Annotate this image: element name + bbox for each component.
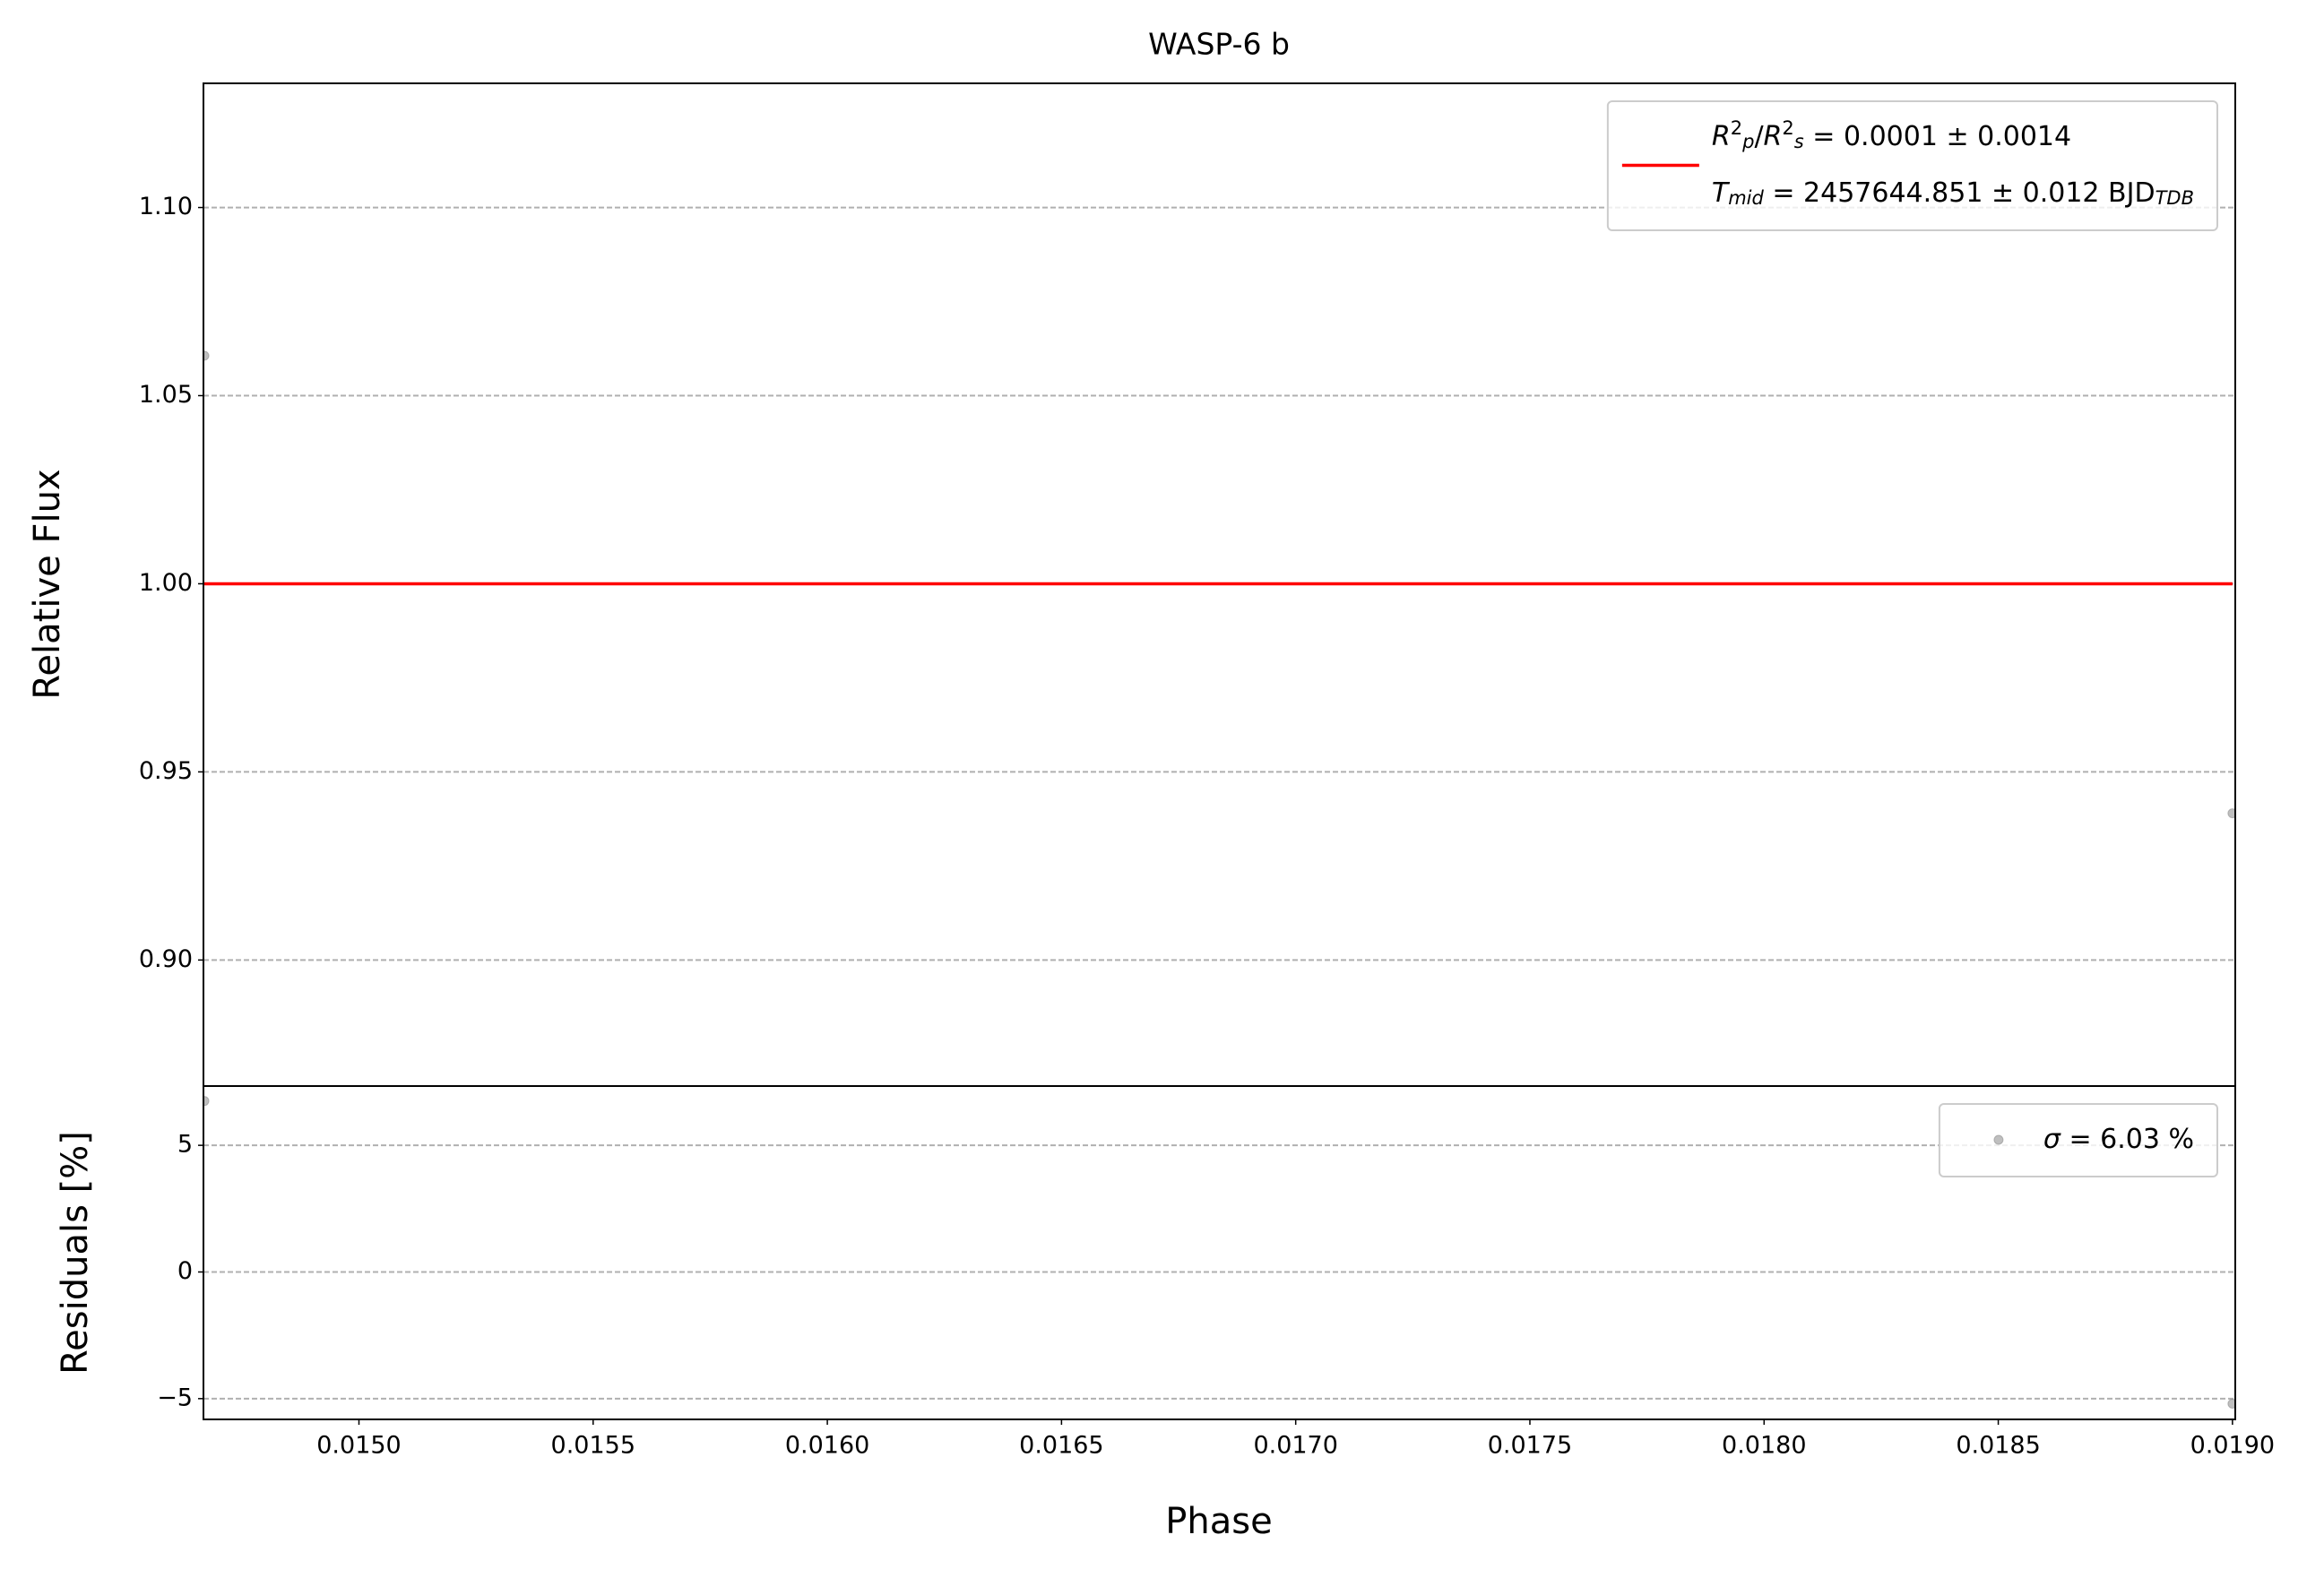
- legend-label: σ = 6.03 %: [2043, 1124, 2194, 1155]
- x-tick-label: 0.0175: [1488, 1432, 1572, 1460]
- legend-box: [1938, 1103, 2218, 1177]
- legend-text-part: R: [1712, 121, 1731, 152]
- legend: σ = 6.03 %: [1938, 1103, 2218, 1177]
- legend-text-part: = 2457644.851 ± 0.012 BJD: [1764, 177, 2156, 209]
- x-tick-label: 0.0155: [551, 1432, 635, 1460]
- y-tick-label: 5: [177, 1131, 193, 1159]
- axes-frame: [203, 1085, 2236, 1420]
- y-tick-label: 0.90: [139, 945, 193, 973]
- legend-text-part: p: [1741, 131, 1754, 152]
- x-tick-label: 0.0160: [785, 1432, 869, 1460]
- y-tick-label: −5: [157, 1384, 193, 1411]
- x-tick-label: 0.0185: [1956, 1432, 2040, 1460]
- legend-marker: [1993, 1134, 2004, 1145]
- legend-text-part: TDB: [2156, 187, 2194, 209]
- legend-text-part: T: [1712, 177, 1731, 209]
- legend-text-part: 2: [1782, 117, 1793, 139]
- legend-text-part: mid: [1728, 187, 1764, 209]
- y-tick-label: 0.95: [139, 757, 193, 785]
- data-point: [203, 350, 210, 361]
- x-axis-label: Phase: [1165, 1501, 1272, 1542]
- legend-text-part: = 6.03 %: [2060, 1124, 2194, 1155]
- x-tick-label: 0.0170: [1253, 1432, 1337, 1460]
- legend-label: R2p/R2s = 0.0001 ± 0.0014: [1712, 117, 2071, 153]
- plot-area: [203, 1096, 2235, 1409]
- plot-area: [203, 350, 2235, 819]
- x-tick-label: 0.0165: [1019, 1432, 1103, 1460]
- legend-text-part: 2: [1731, 117, 1742, 139]
- x-tick-label: 0.0180: [1722, 1432, 1806, 1460]
- legend-text-part: σ: [2043, 1124, 2061, 1155]
- legend-text-part: R: [1764, 121, 1783, 152]
- y-tick-label: 0: [177, 1257, 193, 1285]
- y-tick-label: 1.10: [139, 193, 193, 220]
- x-tick-label: 0.0190: [2190, 1432, 2275, 1460]
- y-axis-label: Residuals [%]: [55, 1131, 96, 1375]
- legend-text-part: = 0.0001 ± 0.0014: [1804, 121, 2071, 152]
- y-axis-label: Relative Flux: [27, 469, 68, 699]
- y-tick-label: 1.05: [139, 381, 193, 409]
- x-tick-label: 0.0150: [316, 1432, 401, 1460]
- data-point: [203, 1096, 210, 1107]
- legend-label: Tmid = 2457644.851 ± 0.012 BJDTDB: [1712, 177, 2194, 210]
- chart-title: WASP-6 b: [1148, 27, 1290, 62]
- legend-box: [1606, 100, 2218, 231]
- data-point: [2227, 1398, 2235, 1409]
- legend-text-part: /: [1754, 121, 1764, 152]
- data-point: [2227, 808, 2235, 819]
- y-tick-label: 1.00: [139, 569, 193, 597]
- legend-text-part: s: [1794, 131, 1804, 152]
